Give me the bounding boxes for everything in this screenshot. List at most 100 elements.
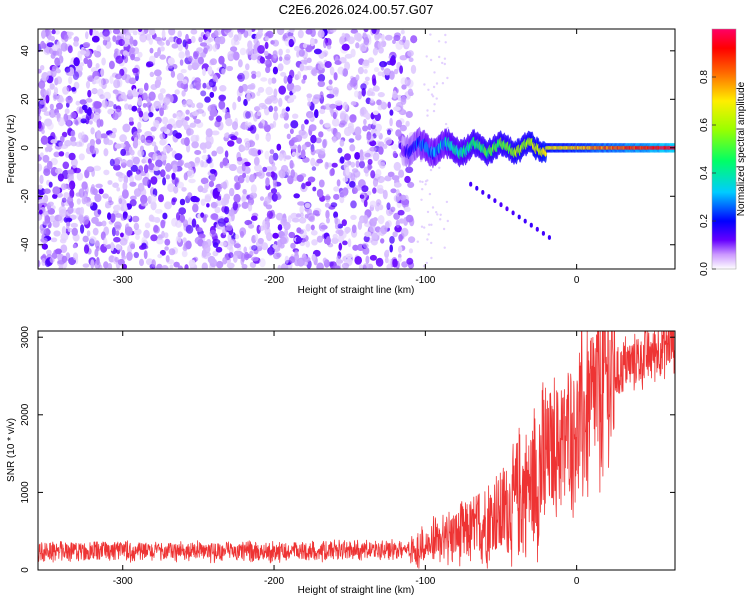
noise-speckle xyxy=(401,84,407,90)
noise-speckle xyxy=(164,238,171,246)
noise-speckle xyxy=(387,259,393,268)
noise-speckle xyxy=(272,179,277,189)
noise-speckle xyxy=(92,227,99,236)
noise-speckle xyxy=(167,57,175,65)
noise-speckle xyxy=(164,201,172,210)
noise-speckle xyxy=(64,140,72,147)
noise-speckle xyxy=(284,255,289,264)
colorbar-tick-label: 0.4 xyxy=(699,166,710,180)
noise-speckle xyxy=(81,181,88,190)
noise-speckle xyxy=(224,206,230,215)
noise-speckle xyxy=(294,253,299,261)
noise-speckle xyxy=(430,93,434,96)
noise-speckle xyxy=(325,236,331,246)
noise-speckle xyxy=(404,175,411,184)
noise-speckle xyxy=(232,101,237,111)
noise-speckle xyxy=(366,90,372,97)
noise-speckle xyxy=(405,111,413,118)
noise-speckle xyxy=(407,181,415,188)
noise-speckle xyxy=(102,193,109,199)
noise-speckle xyxy=(118,198,123,204)
noise-speckle xyxy=(64,108,70,114)
noise-speckle xyxy=(159,88,166,94)
noise-speckle xyxy=(372,119,377,126)
noise-speckle xyxy=(208,181,214,188)
noise-speckle xyxy=(112,182,119,188)
noise-speckle xyxy=(236,156,243,162)
noise-speckle xyxy=(130,195,137,201)
noise-speckle xyxy=(201,161,209,168)
noise-speckle xyxy=(289,29,295,34)
noise-speckle xyxy=(305,240,311,248)
noise-speckle xyxy=(82,216,90,225)
noise-speckle xyxy=(180,68,187,74)
noise-speckle xyxy=(46,249,52,256)
noise-speckle xyxy=(193,51,199,60)
noise-speckle xyxy=(50,237,58,243)
noise-speckle xyxy=(94,193,102,203)
noise-speckle xyxy=(310,148,316,156)
noise-speckle xyxy=(242,189,247,195)
noise-speckle xyxy=(232,121,238,131)
noise-speckle xyxy=(156,263,163,269)
noise-speckle xyxy=(389,244,394,253)
snr-xtick-label: 0 xyxy=(574,576,580,587)
noise-speckle xyxy=(209,91,215,98)
noise-speckle xyxy=(231,37,236,47)
noise-speckle xyxy=(163,96,171,106)
snr-ytick-label: 0 xyxy=(20,567,31,573)
snr-xtick-label: -200 xyxy=(264,576,284,587)
noise-speckle xyxy=(91,216,99,224)
noise-speckle xyxy=(393,161,401,171)
noise-speckle xyxy=(273,106,278,112)
noise-speckle xyxy=(182,219,189,228)
noise-speckle xyxy=(333,72,338,81)
noise-speckle xyxy=(329,169,334,177)
noise-speckle xyxy=(106,139,114,146)
noise-speckle xyxy=(177,231,183,238)
noise-speckle xyxy=(211,150,218,157)
noise-speckle xyxy=(290,242,296,249)
noise-speckle xyxy=(354,152,361,160)
noise-speckle xyxy=(137,121,142,129)
noise-speckle xyxy=(123,203,128,211)
noise-speckle xyxy=(121,162,127,168)
noise-speckle xyxy=(190,134,199,143)
noise-speckle xyxy=(200,52,206,58)
noise-speckle xyxy=(433,71,436,74)
noise-speckle xyxy=(133,56,141,62)
noise-speckle xyxy=(153,145,158,153)
noise-speckle xyxy=(215,246,223,253)
spectrogram-ylabel: Frequency (Hz) xyxy=(6,115,17,184)
noise-speckle xyxy=(162,212,168,220)
noise-speckle xyxy=(212,250,219,257)
noise-speckle xyxy=(244,138,250,144)
noise-speckle xyxy=(272,120,277,128)
noise-speckle xyxy=(222,108,228,113)
noise-speckle xyxy=(174,153,183,161)
colorbar-label: Normalized spectral amplitude xyxy=(736,81,747,216)
noise-speckle xyxy=(389,117,393,127)
noise-speckle xyxy=(176,80,185,88)
noise-speckle xyxy=(69,201,74,209)
noise-speckle xyxy=(342,187,349,196)
noise-speckle xyxy=(372,47,378,56)
noise-speckle xyxy=(124,74,132,84)
noise-speckle xyxy=(113,204,121,211)
noise-speckle xyxy=(236,137,243,144)
noise-speckle xyxy=(209,229,217,238)
noise-speckle xyxy=(241,195,247,203)
noise-speckle xyxy=(203,47,208,55)
noise-speckle xyxy=(316,235,323,243)
noise-speckle xyxy=(184,137,190,147)
noise-speckle xyxy=(195,82,202,91)
noise-speckle xyxy=(159,46,165,52)
noise-speckle xyxy=(372,152,380,162)
noise-speckle xyxy=(201,154,209,160)
noise-speckle xyxy=(420,198,423,201)
noise-speckle xyxy=(62,161,70,170)
noise-speckle xyxy=(247,40,253,50)
noise-speckle xyxy=(127,29,135,33)
noise-speckle xyxy=(406,257,414,265)
noise-speckle xyxy=(124,103,130,110)
